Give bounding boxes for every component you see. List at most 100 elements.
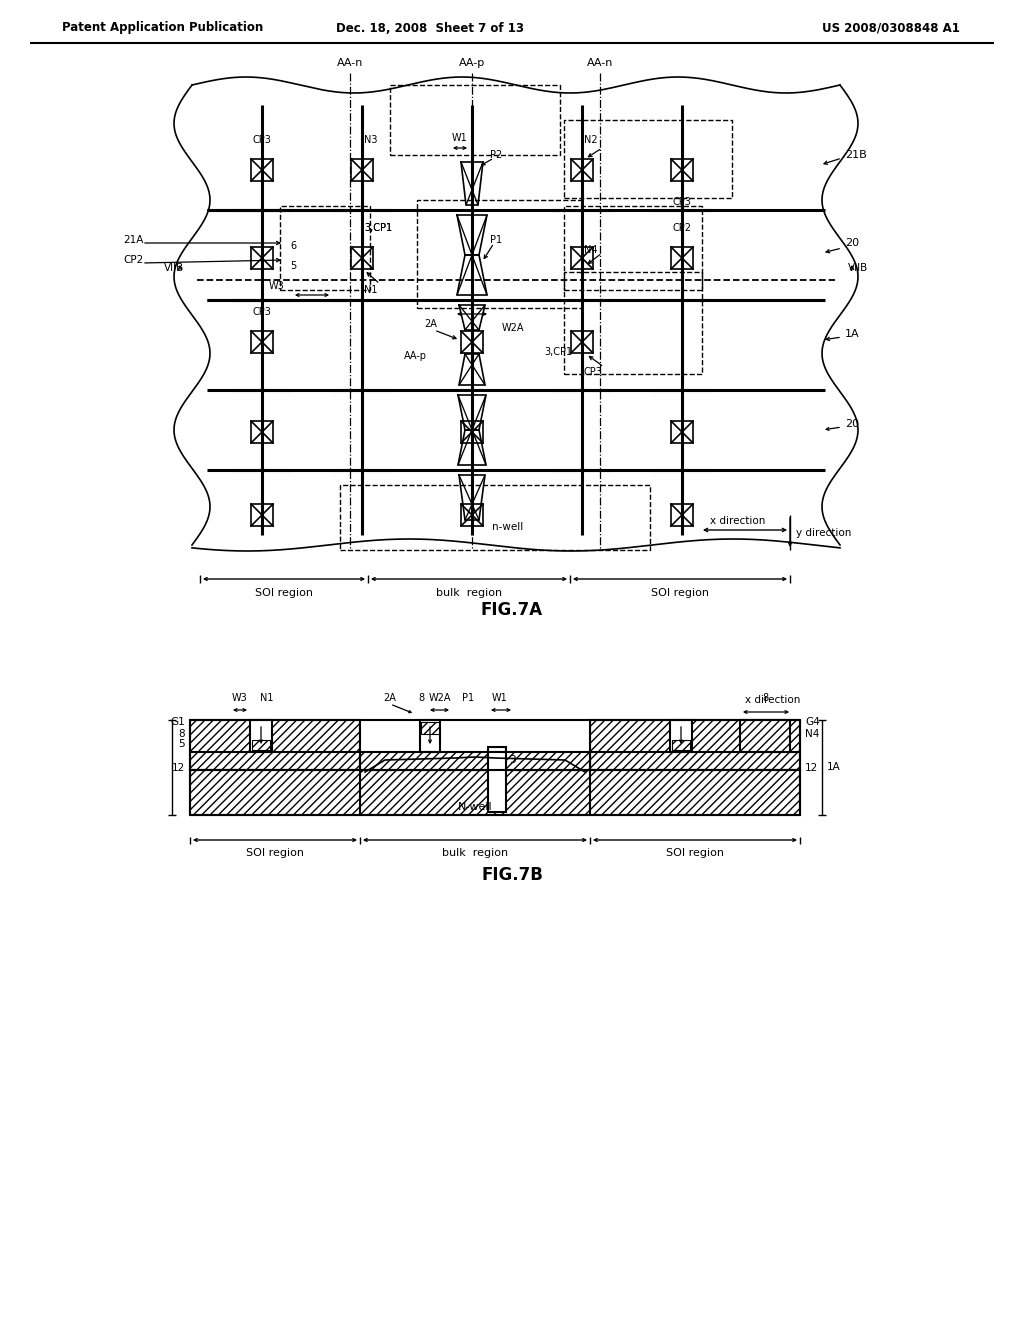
Bar	[340, 484, 650, 550]
Text: CP3: CP3	[253, 308, 271, 317]
Text: N3: N3	[364, 135, 378, 145]
Text: 2A: 2A	[424, 319, 437, 329]
Bar	[250, 719, 272, 752]
Text: W2A: W2A	[429, 693, 452, 704]
Text: N1: N1	[364, 285, 378, 294]
Text: 8: 8	[762, 693, 768, 704]
Text: 20: 20	[845, 238, 859, 248]
Bar	[671, 247, 693, 269]
Text: 3: 3	[509, 755, 516, 766]
Text: W2A: W2A	[502, 323, 524, 333]
Text: bulk  region: bulk region	[436, 587, 502, 598]
Bar	[461, 331, 483, 352]
Text: 1A: 1A	[827, 763, 841, 772]
Text: Patent Application Publication: Patent Application Publication	[62, 21, 263, 34]
Bar	[590, 719, 800, 770]
Text: x direction: x direction	[745, 696, 801, 705]
Bar	[564, 206, 702, 290]
Text: P1: P1	[462, 693, 474, 704]
Bar	[461, 504, 483, 525]
Bar	[564, 120, 732, 198]
Bar	[280, 206, 370, 290]
Text: 3,CP1: 3,CP1	[364, 223, 392, 234]
Text: CP3: CP3	[673, 197, 691, 207]
Text: P1: P1	[490, 235, 502, 246]
Text: N2: N2	[584, 135, 598, 145]
Text: SOI region: SOI region	[246, 847, 304, 858]
Text: AA-n: AA-n	[587, 58, 613, 69]
Text: AA-n: AA-n	[337, 58, 364, 69]
Bar	[251, 331, 273, 352]
Text: N4: N4	[805, 729, 819, 739]
Text: 3,CP1: 3,CP1	[544, 347, 572, 356]
Text: G4: G4	[805, 717, 820, 727]
Text: CP3: CP3	[253, 135, 271, 145]
Bar	[251, 247, 273, 269]
Text: 5: 5	[290, 261, 296, 271]
Text: 6: 6	[290, 242, 296, 251]
Bar	[390, 84, 560, 154]
Text: SOI region: SOI region	[255, 587, 313, 598]
Text: SOI region: SOI region	[651, 587, 709, 598]
Text: 5: 5	[178, 739, 185, 748]
Text: 12: 12	[805, 763, 818, 774]
Bar	[564, 272, 702, 374]
Bar	[251, 158, 273, 181]
Text: W3: W3	[269, 281, 285, 290]
Text: CP2: CP2	[124, 255, 144, 265]
Text: bulk  region: bulk region	[442, 847, 508, 858]
Bar	[417, 201, 582, 308]
Bar	[571, 331, 593, 352]
Text: 2A: 2A	[384, 693, 396, 704]
Bar	[672, 741, 690, 750]
Text: 21A: 21A	[124, 235, 144, 246]
Bar	[671, 158, 693, 181]
Text: N4: N4	[584, 246, 597, 255]
Bar	[190, 719, 360, 770]
Bar	[252, 741, 270, 750]
Text: 21B: 21B	[845, 150, 866, 160]
Bar	[461, 421, 483, 444]
Text: y direction: y direction	[796, 528, 851, 539]
Bar	[488, 747, 506, 812]
Text: FIG.7A: FIG.7A	[481, 601, 543, 619]
Text: VIIB: VIIB	[848, 263, 868, 273]
Text: VIIB: VIIB	[164, 263, 184, 273]
Text: 20: 20	[845, 418, 859, 429]
Text: AA-p: AA-p	[459, 58, 485, 69]
Text: AA-p: AA-p	[404, 351, 427, 360]
Bar	[670, 719, 692, 752]
Text: FIG.7B: FIG.7B	[481, 866, 543, 884]
Text: 3,CP1: 3,CP1	[364, 223, 392, 234]
Text: 1A: 1A	[845, 329, 859, 339]
Bar	[361, 721, 589, 751]
Text: W3: W3	[232, 693, 248, 704]
Bar	[351, 247, 373, 269]
Bar	[571, 158, 593, 181]
Text: P2: P2	[490, 150, 502, 160]
Bar	[420, 719, 440, 752]
Bar	[740, 719, 790, 752]
Text: N-well: N-well	[458, 803, 493, 812]
Text: W1: W1	[453, 133, 468, 143]
Bar	[251, 504, 273, 525]
Bar	[351, 158, 373, 181]
Bar	[671, 504, 693, 525]
Bar	[190, 770, 800, 814]
Bar	[360, 748, 590, 770]
Bar	[571, 247, 593, 269]
Text: SOI region: SOI region	[666, 847, 724, 858]
Text: G1: G1	[170, 717, 185, 727]
Bar	[251, 421, 273, 444]
Text: n-well: n-well	[493, 521, 523, 532]
Text: Dec. 18, 2008  Sheet 7 of 13: Dec. 18, 2008 Sheet 7 of 13	[336, 21, 524, 34]
Text: US 2008/0308848 A1: US 2008/0308848 A1	[822, 21, 961, 34]
Bar	[671, 421, 693, 444]
Text: x direction: x direction	[710, 516, 765, 525]
Text: N1: N1	[260, 693, 273, 704]
Text: 8: 8	[178, 729, 185, 739]
Text: CP3: CP3	[584, 367, 603, 378]
Bar	[421, 722, 439, 734]
Text: 8: 8	[418, 693, 424, 704]
Text: 12: 12	[172, 763, 185, 774]
